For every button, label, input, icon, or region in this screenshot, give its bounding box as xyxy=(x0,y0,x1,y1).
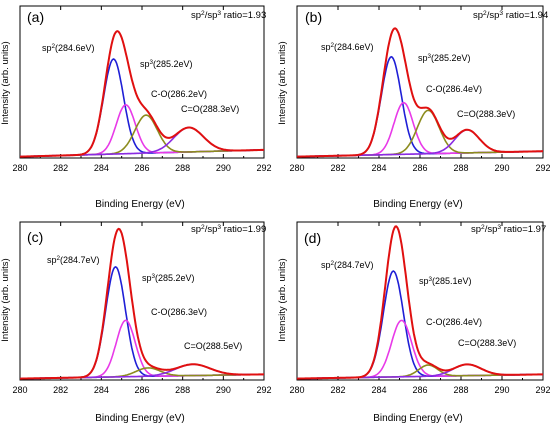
peak-label-sp2: sp2(284.7eV) xyxy=(321,260,374,271)
peak-label-c_o: C=O(288.5eV) xyxy=(184,341,242,351)
x-tick-label: 284 xyxy=(94,163,109,173)
x-tick-label: 290 xyxy=(216,163,231,173)
x-tick-label: 292 xyxy=(535,385,550,395)
x-tick-label: 286 xyxy=(412,163,427,173)
x-tick-label: 288 xyxy=(175,163,190,173)
peak-label-co: C-O(286.2eV) xyxy=(151,89,207,99)
peak-label-co: C-O(286.4eV) xyxy=(426,317,482,327)
plot-frame xyxy=(296,5,544,159)
x-tick-label: 288 xyxy=(453,385,468,395)
x-tick-label: 284 xyxy=(371,163,386,173)
x-tick-label: 282 xyxy=(53,385,68,395)
x-tick-label: 290 xyxy=(494,385,509,395)
panel-label: (c) xyxy=(27,229,43,245)
x-tick-label: 282 xyxy=(330,385,345,395)
peak-label-sp2: sp2(284.7eV) xyxy=(47,255,100,266)
x-tick-label: 286 xyxy=(134,385,149,395)
x-tick-label: 284 xyxy=(371,385,386,395)
x-tick-label: 282 xyxy=(53,163,68,173)
x-tick-label: 292 xyxy=(535,163,550,173)
envelope-curve xyxy=(297,27,543,158)
x-tick-label: 292 xyxy=(256,163,271,173)
peak-label-sp2: sp2(284.6eV) xyxy=(42,43,95,54)
peak-label-c_o: C=O(288.3eV) xyxy=(458,338,516,348)
x-tick-label: 284 xyxy=(94,385,109,395)
x-axis-label: Binding Energy (eV) xyxy=(373,413,463,424)
x-axis-label: Binding Energy (eV) xyxy=(95,413,185,424)
peak-label-sp3: sp3(285.2eV) xyxy=(418,53,471,64)
peak-label-sp2: sp2(284.6eV) xyxy=(321,42,374,53)
x-tick-label: 280 xyxy=(289,163,304,173)
ratio-label: sp2/sp3 ratio=1.97 xyxy=(471,224,546,236)
chart-panel-c: 280 282 284 286 288 290 292 Binding Energy (eV)… xyxy=(0,221,272,424)
panel-label: (a) xyxy=(27,9,44,25)
envelope-curve xyxy=(20,30,264,158)
y-axis-label: Intensity (arb. units) xyxy=(277,41,288,124)
y-axis-label: Intensity (arb. units) xyxy=(0,41,11,124)
peak-label-sp3: sp3(285.2eV) xyxy=(142,273,195,284)
plot-frame xyxy=(19,5,265,159)
y-axis-label: Intensity (arb. units) xyxy=(277,258,288,341)
chart-panel-b: 280 282 284 286 288 290 292 Binding Energy (eV)… xyxy=(277,5,550,210)
panel-label: (d) xyxy=(304,230,321,246)
envelope-curve xyxy=(297,225,543,380)
ratio-label: sp2/sp3 ratio=1.99 xyxy=(191,224,266,236)
peak-sp3-curve xyxy=(297,319,543,380)
y-axis-label: Intensity (arb. units) xyxy=(0,258,11,341)
x-tick-label: 282 xyxy=(330,163,345,173)
peak-label-sp3: sp3(285.2eV) xyxy=(140,59,193,70)
x-tick-label: 288 xyxy=(175,385,190,395)
ratio-label: sp2/sp3 ratio=1.93 xyxy=(191,10,266,22)
plot-frame xyxy=(19,221,265,381)
x-tick-label: 290 xyxy=(494,163,509,173)
x-tick-label: 288 xyxy=(453,163,468,173)
x-tick-label: 292 xyxy=(256,385,271,395)
envelope-curve xyxy=(20,227,264,380)
x-tick-label: 286 xyxy=(134,163,149,173)
x-tick-label: 290 xyxy=(216,385,231,395)
ratio-label: sp2/sp3 ratio=1.94 xyxy=(473,10,548,22)
peak-label-co: C-O(286.3eV) xyxy=(151,307,207,317)
peak-sp2-curve xyxy=(297,270,543,380)
x-tick-label: 280 xyxy=(12,163,27,173)
chart-panel-a: 280 282 284 286 288 290 292 Binding Energy (eV)… xyxy=(0,5,272,210)
peak-label-co: C-O(286.4eV) xyxy=(426,84,482,94)
x-tick-label: 280 xyxy=(12,385,27,395)
x-axis-label: Binding Energy (eV) xyxy=(95,199,185,210)
chart-panel-d: 280 282 284 286 288 290 292 Binding Energy (eV)… xyxy=(277,221,550,424)
peak-label-c_o: C=O(288.3eV) xyxy=(181,104,239,114)
x-tick-label: 280 xyxy=(289,385,304,395)
x-axis-label: Binding Energy (eV) xyxy=(373,199,463,210)
peak-c_o-curve xyxy=(20,363,264,380)
peak-label-sp3: sp3(285.1eV) xyxy=(419,276,472,287)
panel-label: (b) xyxy=(305,9,322,25)
x-tick-label: 286 xyxy=(412,385,427,395)
peak-label-c_o: C=O(288.3eV) xyxy=(457,109,515,119)
